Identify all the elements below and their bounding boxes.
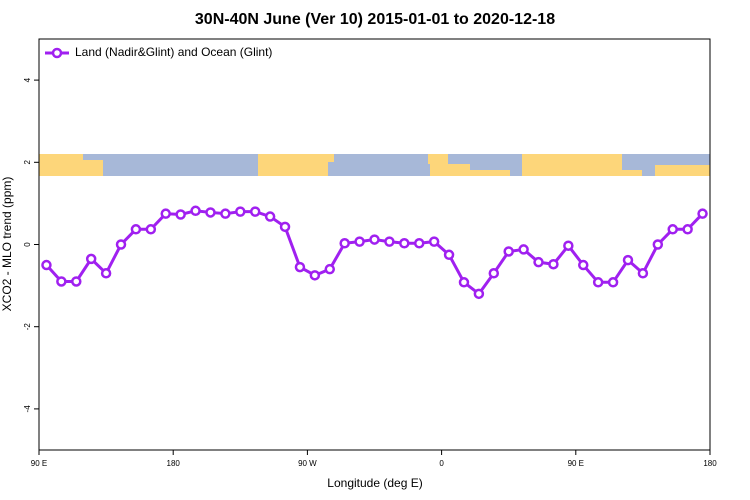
data-point <box>100 268 112 279</box>
data-point <box>354 236 365 247</box>
map-strip <box>39 154 710 176</box>
data-point <box>71 276 82 287</box>
y-axis-label: XCO2 - MLO trend (ppm) <box>0 177 14 312</box>
data-point <box>443 249 455 261</box>
data-point <box>279 221 291 233</box>
data-point <box>309 270 321 281</box>
data-point <box>697 208 708 219</box>
data-point <box>205 207 216 218</box>
x-tick-label: 180 <box>167 459 181 468</box>
data-point <box>56 276 67 287</box>
data-point <box>160 208 171 219</box>
data-point <box>652 239 664 250</box>
data-point <box>607 277 619 288</box>
data-point <box>548 258 559 270</box>
x-tick-label: 90 W <box>298 459 317 468</box>
data-point <box>458 277 470 288</box>
x-tick-label: 0 <box>439 459 444 468</box>
data-point <box>264 211 276 222</box>
data-point <box>637 268 649 279</box>
x-tick-label: 180 <box>703 459 717 468</box>
data-point <box>41 259 52 271</box>
data-point <box>682 224 693 235</box>
y-tick-label: 0 <box>23 242 32 247</box>
data-point <box>428 236 440 247</box>
legend-marker <box>51 47 63 59</box>
y-tick-label: -4 <box>23 405 32 413</box>
data-point <box>249 206 261 217</box>
data-point <box>85 253 97 265</box>
y-tick-label: 2 <box>23 160 32 165</box>
data-point <box>533 256 544 268</box>
data-point <box>294 261 306 273</box>
data-point <box>473 288 485 300</box>
data-point <box>413 238 425 249</box>
data-point <box>145 224 157 235</box>
data-point <box>220 208 231 219</box>
x-axis-label: Longitude (deg E) <box>327 476 422 490</box>
data-point <box>622 254 634 266</box>
data-point <box>578 259 589 271</box>
data-point <box>563 240 574 251</box>
data-point <box>190 205 201 217</box>
data-point <box>369 234 380 245</box>
y-tick-label: -2 <box>23 323 32 331</box>
data-point <box>115 239 127 250</box>
data-point <box>667 224 678 235</box>
x-tick-label: 90 E <box>31 459 47 468</box>
data-point <box>503 246 514 257</box>
data-point <box>339 238 350 249</box>
chart-title: 30N-40N June (Ver 10) 2015-01-01 to 2020… <box>195 11 555 28</box>
legend-label: Land (Nadir&Glint) and Ocean (Glint) <box>75 45 272 59</box>
data-point <box>235 206 246 217</box>
data-point <box>324 263 336 275</box>
data-point <box>399 238 410 249</box>
data-point <box>592 277 604 288</box>
x-tick-label: 90 E <box>568 459 584 468</box>
data-point <box>130 224 142 235</box>
y-tick-label: 4 <box>23 77 32 82</box>
data-point <box>384 236 395 247</box>
data-point <box>488 268 500 279</box>
data-point <box>175 209 186 220</box>
series-line <box>45 209 704 296</box>
data-point <box>518 244 529 255</box>
